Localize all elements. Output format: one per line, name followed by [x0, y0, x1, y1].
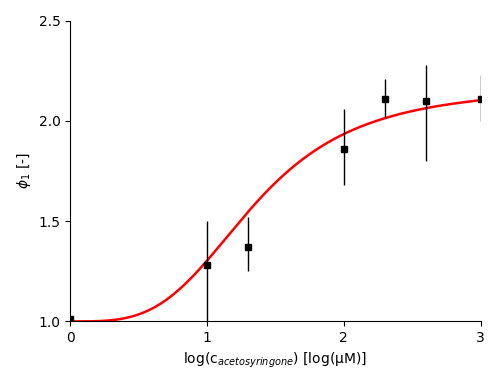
Y-axis label: $\phi_1$ [-]: $\phi_1$ [-] — [15, 152, 33, 189]
X-axis label: log(c$_{acetosyringone}$) [log(μM)]: log(c$_{acetosyringone}$) [log(μM)] — [184, 351, 368, 370]
